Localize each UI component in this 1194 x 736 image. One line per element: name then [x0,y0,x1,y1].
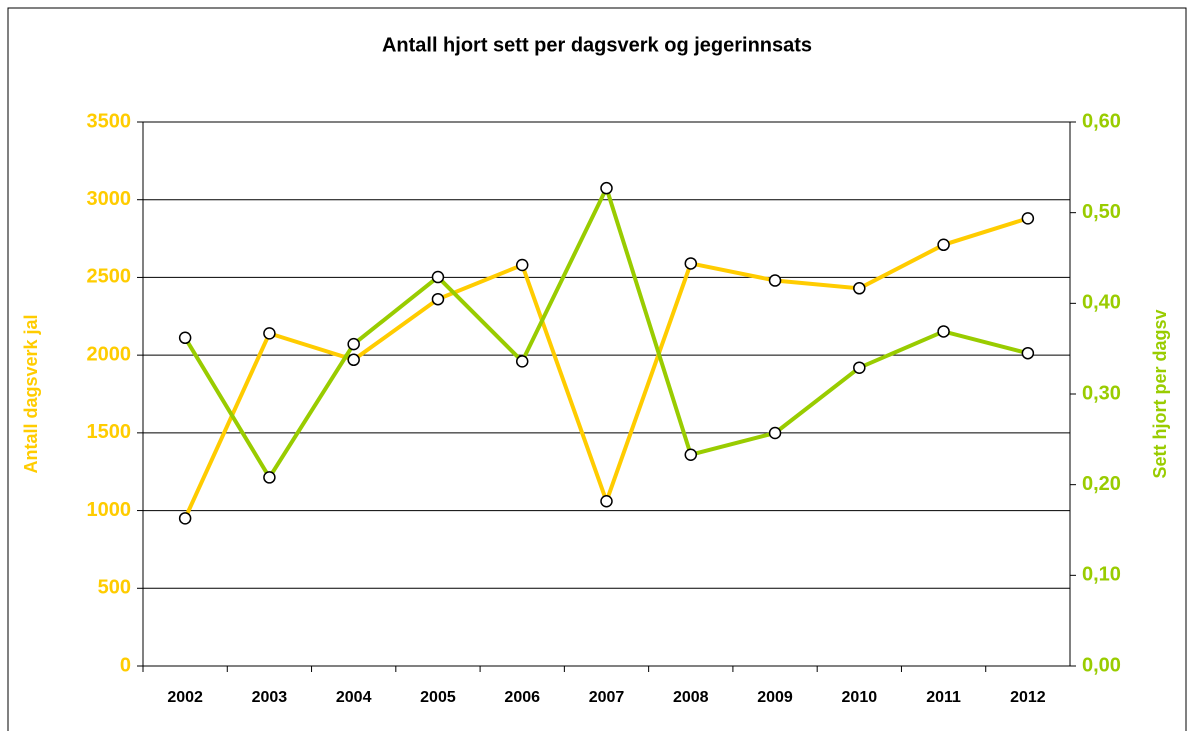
data-point [178,512,192,525]
data-point [347,353,360,367]
x-tick-label: 2004 [336,689,372,706]
x-tick-label: 2010 [842,689,878,706]
y2-tick-label: 0,40 [1082,292,1121,314]
data-point [600,494,613,508]
chart-frame [7,7,1187,736]
x-tick-label: 2008 [673,689,709,706]
data-point [347,337,360,351]
y2-tick-label: 0,10 [1082,564,1121,586]
y2-tick-label: 0,00 [1082,654,1121,676]
data-point [515,355,529,368]
x-tick-label: 2009 [757,689,793,706]
y-tick-label: 3000 [87,188,132,210]
x-tick-label: 2002 [167,689,203,706]
data-point [684,448,698,461]
y-axis-title: Antall dagsverk jal [21,314,41,473]
y-tick-label: 1500 [87,421,132,443]
y2-tick-label: 0,60 [1082,110,1121,132]
y-tick-label: 500 [98,577,131,599]
x-tick-label: 2012 [1010,689,1046,706]
y-tick-label: 0 [120,654,131,676]
y2-tick-label: 0,20 [1082,473,1121,495]
chart-title: Antall hjort sett per dagsverk og jegeri… [382,34,812,56]
data-point [853,361,866,374]
data-point [768,426,782,440]
x-tick-label: 2006 [504,689,540,706]
data-point [263,471,276,484]
data-point [431,292,445,306]
data-point [431,270,445,284]
data-point [684,257,698,270]
data-point [937,238,950,252]
data-point [853,282,866,295]
y2-tick-label: 0,30 [1082,382,1121,404]
data-point [937,325,950,338]
x-tick-label: 2005 [420,689,456,706]
x-tick-label: 2007 [589,689,625,706]
x-tick-label: 2003 [252,689,288,706]
y-tick-label: 1000 [87,499,132,521]
y-tick-label: 2000 [87,343,132,365]
data-point [1021,212,1035,225]
y2-axis-title: Sett hjort per dagsv [1150,309,1170,478]
data-point [515,258,529,272]
x-tick-label: 2011 [926,689,961,706]
y-tick-label: 2500 [87,266,132,288]
data-point [768,274,782,287]
data-point [600,181,613,195]
data-point [178,331,192,345]
y-tick-label: 3500 [87,110,132,132]
data-point [263,327,276,340]
y2-tick-label: 0,50 [1082,201,1121,223]
data-point [1021,346,1035,360]
